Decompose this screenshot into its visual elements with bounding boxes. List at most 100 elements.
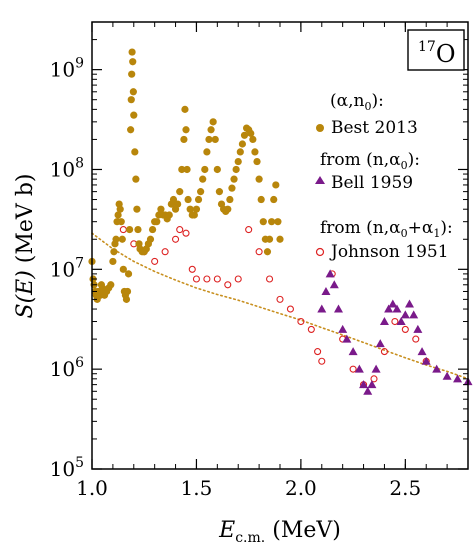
data-point — [307, 325, 315, 333]
legend-label-johnson: Johnson 1951 — [329, 242, 449, 262]
data-point — [321, 286, 331, 295]
data-point — [211, 135, 219, 144]
data-point — [349, 365, 357, 373]
data-point — [317, 304, 327, 313]
data-point — [134, 225, 142, 234]
data-point — [112, 235, 120, 243]
data-point — [151, 257, 159, 265]
data-point — [123, 287, 132, 296]
data-point — [182, 229, 190, 237]
data-point — [380, 348, 388, 356]
data-point — [194, 195, 203, 204]
y-tick-label: 105 — [50, 455, 84, 481]
data-point — [215, 188, 224, 196]
svg-text:(α,n0):: (α,n0): — [330, 91, 384, 113]
data-point — [213, 275, 221, 283]
data-point — [190, 211, 198, 219]
y-tick-label: 108 — [50, 155, 84, 181]
data-point — [192, 275, 200, 283]
data-point — [371, 364, 381, 373]
y-tick-label: 106 — [50, 355, 84, 381]
data-point — [153, 218, 161, 226]
data-point — [259, 218, 267, 226]
data-point — [224, 205, 232, 213]
data-point — [129, 88, 137, 96]
data-point — [205, 135, 213, 144]
data-point — [183, 165, 191, 174]
bell-1959-series — [317, 269, 473, 395]
data-point — [396, 317, 406, 326]
data-point — [263, 248, 272, 256]
data-point — [375, 339, 385, 348]
data-point — [367, 380, 377, 389]
data-point — [126, 225, 134, 234]
data-point — [128, 48, 136, 56]
data-point — [109, 257, 117, 266]
nucleus-mass: 17 — [418, 39, 436, 55]
y-tick-label: 109 — [50, 56, 84, 82]
trend-line-path — [91, 232, 469, 380]
data-point — [132, 175, 140, 183]
data-point — [180, 135, 188, 144]
data-point — [255, 248, 263, 256]
data-point — [318, 357, 326, 365]
legend-header-best: (α,n — [330, 91, 365, 111]
svg-text:17O: 17O — [418, 39, 456, 68]
x-tick-label: 2.0 — [285, 476, 317, 500]
data-point — [119, 265, 127, 273]
data-point — [192, 205, 201, 213]
data-point — [412, 335, 420, 343]
legend-marker-best — [316, 124, 324, 132]
data-point — [209, 118, 217, 126]
data-point — [176, 188, 184, 196]
data-point — [245, 226, 253, 234]
best-2013-series — [88, 48, 284, 303]
data-point — [392, 304, 402, 313]
data-point — [146, 235, 155, 243]
data-point — [338, 324, 348, 333]
data-point — [122, 295, 131, 303]
data-point — [238, 140, 246, 148]
legend-label-best: Best 2013 — [331, 118, 418, 138]
x-axis-title: Ec.m. (MeV) — [218, 518, 341, 546]
data-point — [409, 310, 419, 319]
data-point — [442, 371, 452, 380]
data-point — [228, 184, 236, 192]
data-point — [342, 334, 352, 343]
data-point — [213, 165, 221, 174]
data-point — [234, 157, 242, 166]
data-point — [186, 205, 194, 213]
data-point — [232, 165, 240, 174]
data-point — [384, 304, 394, 313]
data-point — [253, 157, 261, 166]
data-point — [157, 205, 165, 213]
data-point — [174, 200, 182, 208]
data-point — [240, 131, 249, 139]
data-point — [417, 347, 427, 356]
nucleus-label-box — [407, 29, 465, 71]
y-axis-title: S(E) (MeV b) — [13, 174, 38, 319]
data-point — [270, 195, 278, 204]
data-point — [131, 148, 139, 156]
data-point — [201, 165, 209, 174]
data-point — [266, 275, 274, 283]
data-point — [176, 226, 184, 234]
data-point — [203, 148, 211, 156]
data-point — [230, 175, 238, 183]
data-point — [363, 386, 373, 395]
nucleus-symbol: O — [436, 40, 456, 68]
data-point — [178, 165, 186, 174]
data-point — [188, 265, 196, 273]
data-point — [274, 218, 282, 226]
data-point — [453, 374, 463, 383]
data-point — [181, 105, 189, 113]
data-point — [400, 310, 410, 319]
data-point — [297, 317, 305, 326]
data-point — [236, 148, 244, 156]
data-point — [401, 325, 409, 333]
data-point — [117, 218, 125, 226]
data-point — [118, 235, 126, 243]
data-point — [329, 280, 339, 289]
data-point — [234, 275, 242, 283]
